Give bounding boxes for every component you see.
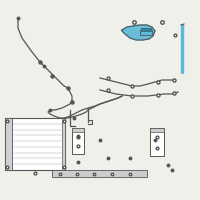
Bar [62,118,65,170]
Bar [52,170,147,177]
Bar [72,128,84,154]
Bar [5,118,12,170]
Bar [140,30,152,35]
Bar [150,128,164,156]
Polygon shape [122,25,155,40]
Bar [72,128,84,132]
Bar [141,28,151,31]
Bar [5,118,65,170]
Bar [150,128,164,132]
